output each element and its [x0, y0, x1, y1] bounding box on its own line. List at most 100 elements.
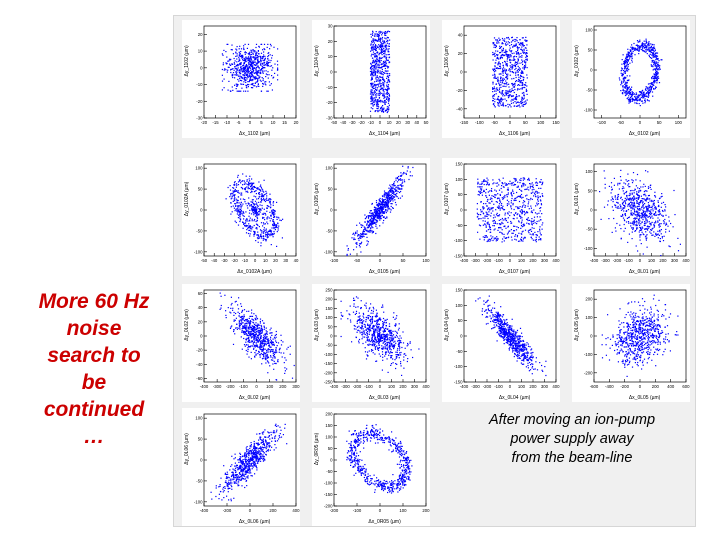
scatter-point — [628, 54, 630, 56]
scatter-point — [507, 106, 509, 108]
scatter-point — [630, 52, 633, 54]
scatter-point — [487, 221, 489, 223]
scatter-point — [631, 61, 633, 63]
scatter-point — [523, 97, 525, 99]
scatter-point — [241, 213, 243, 215]
scatter-point — [277, 74, 279, 76]
scatter-point — [520, 238, 522, 240]
scatter-point — [622, 68, 624, 70]
scatter-point — [261, 193, 263, 195]
scatter-point — [252, 68, 254, 70]
scatter-point — [501, 71, 503, 73]
scatter-point — [486, 213, 488, 215]
scatter-point — [509, 71, 511, 73]
scatter-point — [505, 44, 507, 46]
scatter-point — [375, 213, 378, 215]
scatter-point — [495, 77, 498, 79]
scatter-point — [652, 66, 654, 68]
scatter-point — [625, 86, 627, 88]
scatter-point — [624, 67, 626, 69]
scatter-point — [255, 210, 257, 212]
scatter-point — [535, 184, 537, 186]
scatter-point — [665, 214, 667, 216]
scatter-point — [371, 92, 373, 94]
scatter-point — [643, 91, 645, 93]
scatter-point — [270, 198, 272, 201]
scatter-point — [622, 86, 624, 88]
scatter-point — [518, 104, 520, 106]
scatter-point — [237, 211, 239, 213]
scatter-point — [634, 54, 636, 56]
scatter-point — [370, 47, 372, 49]
scatter-point — [231, 195, 233, 198]
scatter-point — [396, 192, 398, 195]
scatter-point — [379, 46, 381, 48]
scatter-point — [639, 215, 641, 217]
scatter-point — [478, 194, 480, 196]
scatter-point — [524, 214, 526, 216]
scatter-point — [242, 74, 244, 76]
scatter-point — [236, 210, 238, 212]
scatter-point — [274, 210, 276, 212]
scatter-point — [386, 206, 388, 208]
scatter-point — [480, 189, 482, 191]
scatter-point — [225, 63, 228, 65]
scatter-point — [506, 51, 508, 53]
scatter-point — [528, 177, 530, 179]
scatter-point — [489, 226, 491, 228]
scatter-point — [383, 107, 385, 109]
scatter-point — [268, 230, 270, 232]
scatter-point — [389, 208, 391, 210]
scatter-point — [259, 71, 261, 73]
scatter-point — [482, 208, 484, 210]
scatter-point — [510, 192, 512, 195]
scatter-point — [388, 95, 390, 97]
scatter-point — [636, 99, 638, 102]
scatter-point — [651, 86, 653, 88]
scatter-point — [276, 245, 278, 247]
scatter-point — [614, 196, 616, 198]
scatter-point — [255, 240, 257, 242]
scatter-point — [640, 91, 642, 93]
scatter-point — [372, 30, 374, 32]
scatter-point — [253, 61, 255, 63]
scatter-point — [375, 78, 377, 80]
scatter-point — [510, 206, 512, 208]
scatter-point — [371, 78, 373, 80]
scatter-point — [498, 83, 500, 85]
scatter-point — [509, 47, 511, 49]
scatter-point — [629, 62, 631, 64]
scatter-point — [501, 93, 503, 95]
scatter-point — [251, 51, 253, 53]
scatter-point — [271, 57, 273, 59]
scatter-point — [659, 231, 661, 233]
scatter-point — [537, 200, 539, 202]
scatter-point — [533, 209, 535, 211]
scatter-point — [506, 90, 508, 92]
scatter-point — [253, 233, 255, 235]
scatter-point — [513, 177, 515, 180]
scatter-point — [383, 42, 385, 44]
scatter-plot-grid: -20 -15 -10 -5 0 5 10 15 20 20 10 0 -10 -20 -30 Δx_1102… — [173, 15, 696, 527]
scatter-point — [522, 44, 524, 46]
x-tick-label: -50 — [201, 258, 208, 263]
scatter-point — [226, 43, 228, 45]
scatter-point — [521, 211, 523, 214]
scatter-point — [499, 63, 501, 65]
scatter-point — [230, 71, 232, 74]
scatter-point — [653, 79, 655, 81]
scatter-point — [516, 53, 518, 55]
scatter-point — [371, 49, 373, 51]
scatter-point — [497, 57, 499, 59]
scatter-point — [247, 86, 249, 88]
scatter-point — [626, 63, 628, 65]
scatter-point — [245, 57, 247, 59]
scatter-point — [649, 87, 651, 89]
scatter-point — [515, 229, 518, 231]
scatter-point — [480, 209, 482, 211]
scatter-point — [540, 204, 543, 206]
scatter-point — [521, 206, 523, 208]
scatter-point — [374, 98, 376, 100]
scatter-point — [477, 231, 479, 233]
scatter-point — [240, 63, 242, 65]
